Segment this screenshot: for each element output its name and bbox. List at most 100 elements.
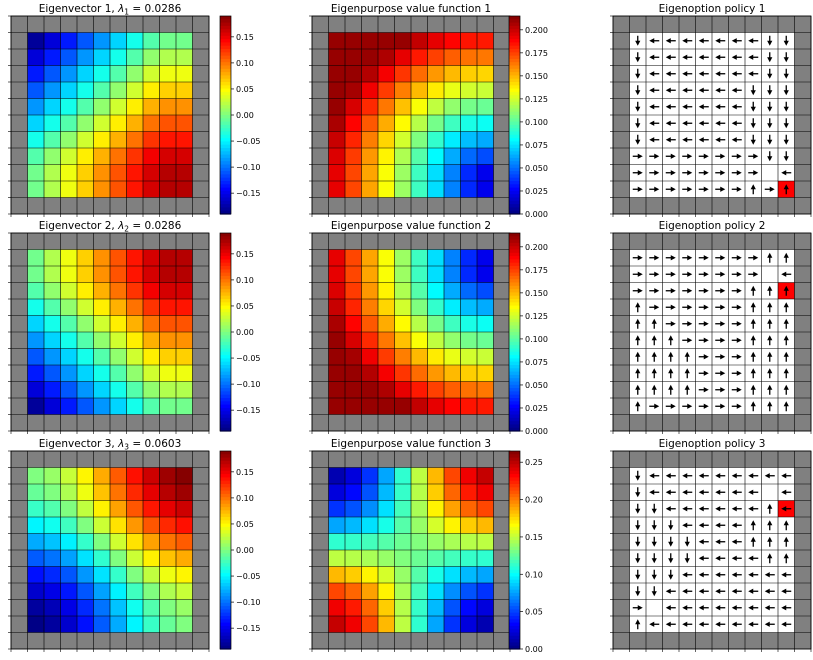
heatmap-cell — [176, 517, 193, 534]
arrow-head — [767, 156, 773, 162]
colorbar-frame — [508, 232, 521, 432]
policy-arrow — [783, 401, 789, 412]
heatmap-cell — [27, 49, 44, 66]
policy-arrow — [715, 271, 726, 277]
policy-arrow — [649, 304, 660, 310]
heatmap-cell — [427, 467, 444, 484]
arrow-head — [731, 38, 737, 44]
arrow-head — [748, 54, 754, 60]
heatmap-cell — [143, 583, 160, 600]
colorbar-segment — [509, 194, 520, 199]
colorbar-segment — [509, 401, 520, 406]
heatmap-cell — [328, 599, 345, 616]
colorbar-segment — [220, 32, 231, 37]
colorbar-segment — [220, 355, 231, 359]
policy-arrow — [748, 621, 759, 627]
policy-arrow — [635, 35, 641, 46]
policy-arrow — [635, 368, 641, 379]
colorbar-segment — [220, 606, 231, 610]
heatmap-cell — [444, 517, 461, 534]
colorbar-segment — [509, 394, 520, 399]
heatmap-cell — [44, 533, 61, 550]
colorbar-tick-label: 0.15 — [236, 468, 254, 477]
colorbar-segment — [220, 609, 231, 614]
heatmap-cell — [394, 381, 411, 398]
heatmap-cell — [110, 98, 127, 115]
colorbar-tick-label: 0.075 — [525, 358, 548, 367]
heatmap-cell — [361, 148, 378, 165]
heatmap-cell — [477, 148, 494, 165]
colorbar-segment — [220, 322, 231, 326]
heatmap-cell — [427, 49, 444, 66]
colorbar-segment — [509, 589, 520, 594]
policy-arrow — [715, 473, 726, 479]
heatmap-cell — [77, 115, 94, 132]
heatmap-cell — [328, 616, 345, 633]
heatmap-cell — [93, 332, 110, 349]
heatmap-cell — [143, 365, 160, 382]
heatmap-cell — [27, 98, 44, 115]
heatmap-cell — [159, 282, 176, 299]
arrow-head — [649, 489, 655, 495]
arrow-head — [748, 605, 754, 611]
policy-arrow — [684, 351, 690, 362]
heatmap-cell — [126, 299, 143, 316]
heatmap-cell — [27, 249, 44, 266]
arrow-head — [682, 522, 688, 528]
colorbar-segment — [509, 85, 520, 90]
panel-title: Eigenpurpose value function 3 — [331, 438, 491, 450]
heatmap-cell — [460, 566, 477, 583]
panel-9: Eigenoption policy 3 — [610, 438, 812, 652]
heatmap-cell — [378, 348, 395, 365]
colorbar-segment — [220, 325, 231, 330]
colorbar-segment — [509, 16, 520, 20]
colorbar-segment — [509, 507, 520, 511]
heatmap-cell — [77, 550, 94, 567]
heatmap-cell — [110, 131, 127, 148]
heatmap-cell — [93, 583, 110, 600]
arrow-head — [783, 252, 789, 258]
policy-arrow — [783, 318, 789, 329]
heatmap-cell — [361, 365, 378, 382]
colorbar-tick-label: 0.00 — [236, 546, 254, 555]
arrow-head — [665, 87, 671, 93]
policy-arrow — [715, 539, 726, 545]
colorbar-segment — [220, 256, 231, 260]
heatmap-cell — [477, 131, 494, 148]
arrow-head — [668, 574, 674, 580]
colorbar-segment — [509, 477, 520, 482]
policy-arrow — [783, 151, 789, 162]
arrow-head — [703, 321, 709, 327]
heatmap-cell — [411, 467, 428, 484]
heatmap-cell — [44, 315, 61, 332]
arrow-head — [715, 473, 721, 479]
heatmap-cell — [44, 583, 61, 600]
colorbar-segment — [509, 553, 520, 558]
heatmap-cell — [378, 517, 395, 534]
colorbar-segment — [220, 164, 231, 169]
policy-arrow — [698, 186, 709, 192]
arrow-head — [665, 588, 671, 594]
colorbar-segment — [509, 181, 520, 185]
heatmap-cell — [345, 49, 362, 66]
heatmap-cell — [460, 550, 477, 567]
colorbar-segment — [220, 75, 231, 80]
colorbar-segment — [220, 566, 231, 571]
heatmap-cell — [328, 148, 345, 165]
heatmap-cell — [27, 365, 44, 382]
colorbar-segment — [509, 332, 520, 336]
heatmap-cell — [411, 148, 428, 165]
colorbar-segment — [220, 62, 231, 67]
panel-title: Eigenoption policy 3 — [659, 438, 766, 450]
heatmap-cell — [60, 599, 77, 616]
policy-arrow — [635, 101, 641, 112]
colorbar-segment — [509, 299, 520, 303]
heatmap-cell — [77, 533, 94, 550]
arrow-head — [736, 271, 742, 277]
colorbar-segment — [220, 414, 231, 419]
heatmap-cell — [411, 398, 428, 415]
heatmap-cell — [345, 65, 362, 82]
heatmap-cell — [411, 365, 428, 382]
policy-arrow — [767, 401, 773, 412]
heatmap-cell — [159, 599, 176, 616]
